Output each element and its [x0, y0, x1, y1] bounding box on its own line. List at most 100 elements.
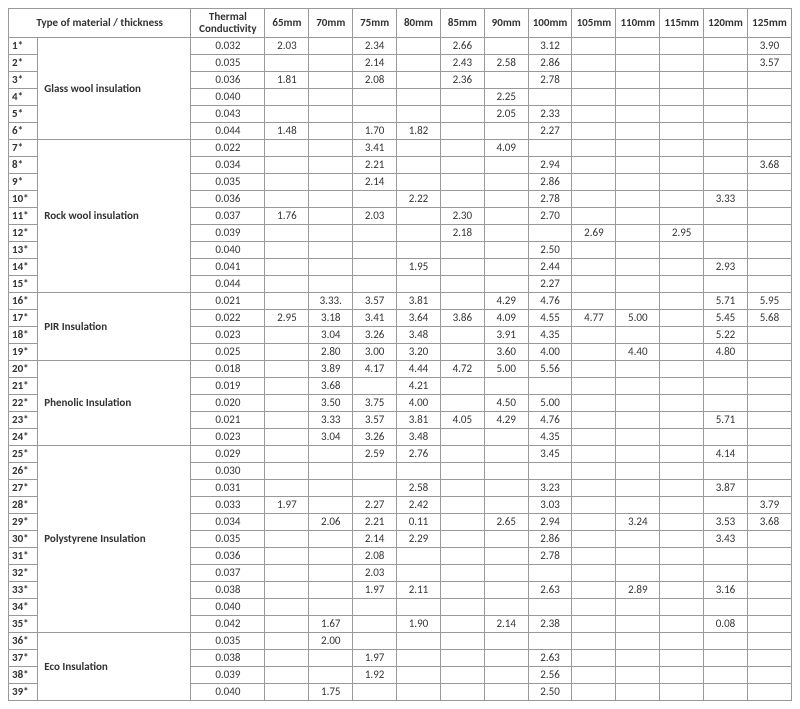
value-cell — [572, 582, 616, 599]
thermal-conductivity-cell: 0.040 — [191, 89, 265, 106]
value-cell — [616, 616, 660, 633]
header-110mm: 110mm — [616, 9, 660, 38]
value-cell: 3.90 — [747, 38, 791, 55]
value-cell: 2.95 — [660, 225, 704, 242]
value-cell — [309, 667, 353, 684]
value-cell — [265, 89, 309, 106]
value-cell — [484, 480, 528, 497]
value-cell — [484, 582, 528, 599]
thermal-conductivity-cell: 0.035 — [191, 633, 265, 650]
value-cell — [616, 446, 660, 463]
value-cell — [616, 72, 660, 89]
value-cell: 4.55 — [528, 310, 572, 327]
value-cell: 3.33 — [309, 412, 353, 429]
value-cell — [265, 633, 309, 650]
thermal-conductivity-cell: 0.035 — [191, 531, 265, 548]
row-index: 39* — [9, 684, 38, 701]
row-index: 26* — [9, 463, 38, 480]
value-cell — [397, 55, 441, 72]
value-cell — [572, 89, 616, 106]
value-cell: 4.21 — [397, 378, 441, 395]
value-cell — [660, 361, 704, 378]
value-cell — [265, 293, 309, 310]
value-cell — [704, 38, 748, 55]
value-cell — [616, 378, 660, 395]
value-cell: 4.44 — [397, 361, 441, 378]
row-index: 36* — [9, 633, 38, 650]
table-row: 36*Eco Insulation0.0352.00 — [9, 633, 792, 650]
value-cell — [440, 667, 484, 684]
value-cell — [265, 684, 309, 701]
value-cell — [440, 684, 484, 701]
value-cell — [704, 174, 748, 191]
value-cell — [660, 395, 704, 412]
value-cell: 2.59 — [353, 446, 397, 463]
value-cell — [660, 446, 704, 463]
value-cell: 3.57 — [747, 55, 791, 72]
value-cell — [747, 259, 791, 276]
value-cell — [747, 140, 791, 157]
value-cell — [353, 191, 397, 208]
value-cell — [309, 242, 353, 259]
value-cell — [704, 123, 748, 140]
value-cell — [397, 565, 441, 582]
value-cell: 2.21 — [353, 157, 397, 174]
value-cell — [572, 38, 616, 55]
value-cell — [397, 463, 441, 480]
value-cell — [660, 344, 704, 361]
value-cell — [484, 208, 528, 225]
value-cell: 4.00 — [528, 344, 572, 361]
row-index: 24* — [9, 429, 38, 446]
row-index: 11* — [9, 208, 38, 225]
value-cell — [572, 480, 616, 497]
value-cell — [528, 89, 572, 106]
value-cell — [660, 429, 704, 446]
header-70mm: 70mm — [309, 9, 353, 38]
value-cell: 3.33. — [309, 293, 353, 310]
value-cell: 3.53 — [704, 514, 748, 531]
value-cell — [484, 497, 528, 514]
value-cell: 2.50 — [528, 242, 572, 259]
value-cell — [265, 667, 309, 684]
thermal-conductivity-cell: 0.041 — [191, 259, 265, 276]
value-cell — [616, 395, 660, 412]
value-cell — [484, 599, 528, 616]
table-row: 20*Phenolic Insulation0.0183.894.174.444… — [9, 361, 792, 378]
value-cell — [572, 140, 616, 157]
value-cell: 5.00 — [484, 361, 528, 378]
value-cell — [265, 361, 309, 378]
value-cell: 4.76 — [528, 412, 572, 429]
value-cell: 0.11 — [397, 514, 441, 531]
value-cell — [397, 650, 441, 667]
value-cell: 4.80 — [704, 344, 748, 361]
value-cell: 3.57 — [353, 412, 397, 429]
row-index: 7* — [9, 140, 38, 157]
insulation-table: Type of material / thickness Thermal Con… — [8, 8, 792, 701]
value-cell — [660, 565, 704, 582]
thermal-conductivity-cell: 0.037 — [191, 208, 265, 225]
value-cell: 2.27 — [528, 276, 572, 293]
thermal-conductivity-cell: 0.022 — [191, 310, 265, 327]
value-cell — [397, 38, 441, 55]
value-cell — [704, 106, 748, 123]
value-cell: 2.03 — [353, 565, 397, 582]
value-cell — [440, 514, 484, 531]
value-cell: 3.57 — [353, 293, 397, 310]
value-cell — [484, 72, 528, 89]
thermal-conductivity-cell: 0.025 — [191, 344, 265, 361]
value-cell — [440, 344, 484, 361]
value-cell: 3.20 — [397, 344, 441, 361]
value-cell: 5.68 — [747, 310, 791, 327]
value-cell: 3.48 — [397, 429, 441, 446]
value-cell — [572, 191, 616, 208]
value-cell: 2.69 — [572, 225, 616, 242]
value-cell: 3.89 — [309, 361, 353, 378]
value-cell — [572, 344, 616, 361]
value-cell — [440, 106, 484, 123]
value-cell — [660, 38, 704, 55]
value-cell: 4.09 — [484, 310, 528, 327]
value-cell — [704, 55, 748, 72]
thermal-conductivity-cell: 0.031 — [191, 480, 265, 497]
value-cell: 3.41 — [353, 310, 397, 327]
value-cell — [660, 157, 704, 174]
